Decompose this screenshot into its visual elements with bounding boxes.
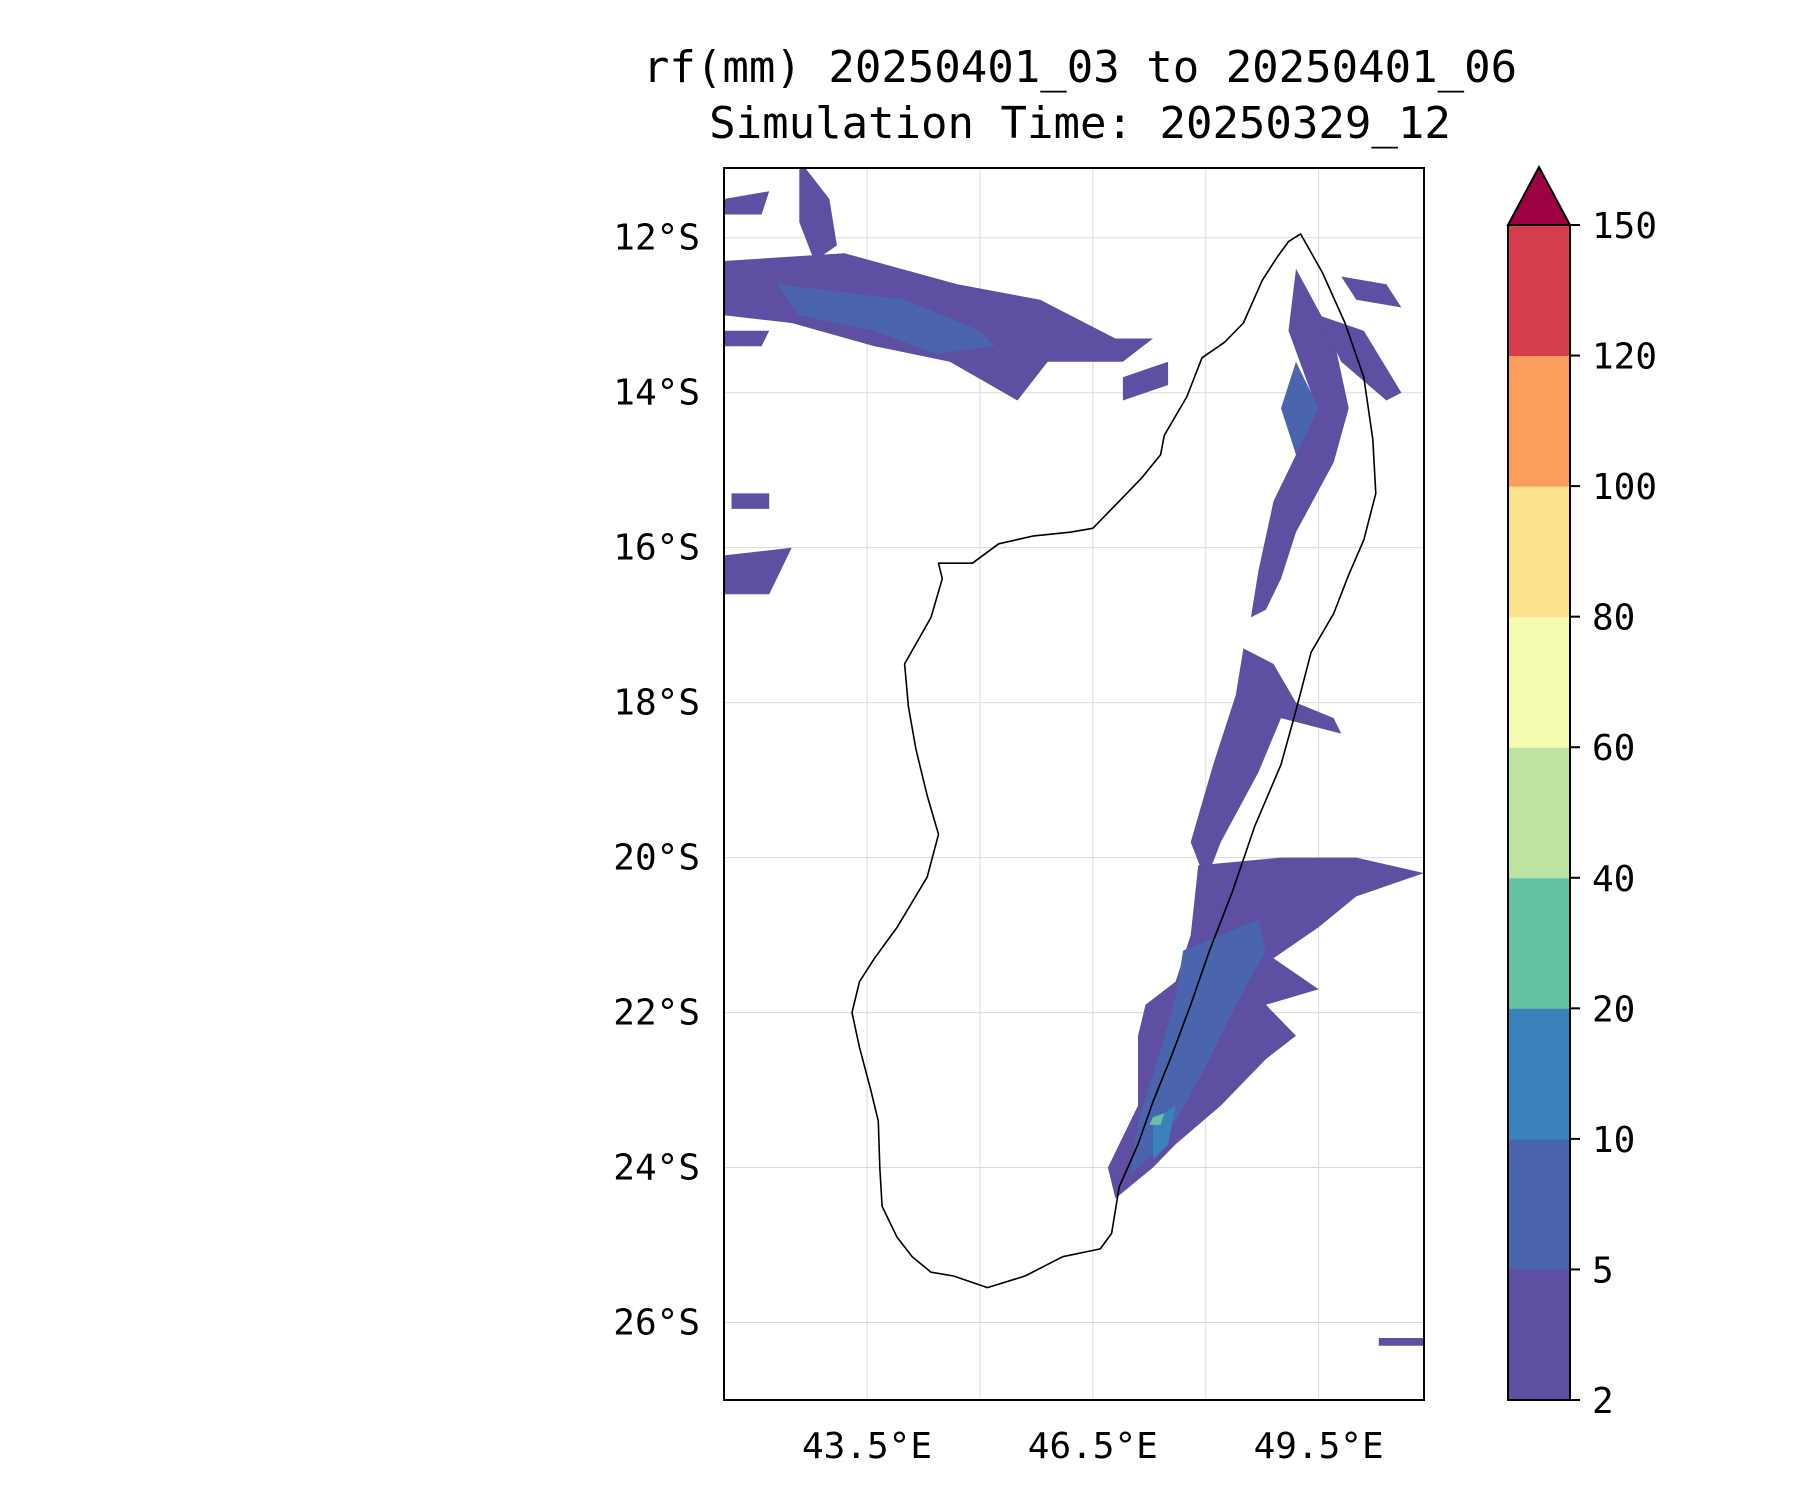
title-line-2: Simulation Time: 20250329_12: [709, 98, 1451, 149]
map-panel: 43.5°E 46.5°E 49.5°E 12°S 14°S 16°S 18°S 20°S 2…: [613, 167, 1425, 1467]
colorbar-tick-label: 5: [1592, 1250, 1614, 1291]
rainfall-contours: [724, 168, 1424, 1346]
colorbar-tick-label: 80: [1592, 598, 1635, 639]
rainfall-area-2mm: [731, 493, 770, 509]
lat-tick-label: 20°S: [613, 838, 700, 879]
rainfall-area-20mm: [1149, 1113, 1165, 1125]
title: rf(mm) 20250401_03 to 20250401_06 Simula…: [643, 42, 1517, 149]
colorbar-band: [1508, 877, 1570, 1009]
colorbar-band: [1508, 486, 1570, 618]
colorbar-band: [1508, 1138, 1570, 1270]
colorbar-band: [1508, 616, 1570, 748]
rainfall-area-5mm: [1130, 919, 1266, 1176]
rainfall-area-5mm: [1281, 361, 1319, 455]
colorbar-tick-label: 120: [1592, 337, 1657, 378]
lon-tick-label: 49.5°E: [1254, 1426, 1384, 1467]
rainfall-area-2mm: [1190, 648, 1342, 881]
colorbar-tick-label: 40: [1592, 859, 1635, 900]
rainfall-area-2mm: [724, 547, 792, 595]
colorbar-tick-label: 10: [1592, 1120, 1635, 1161]
colorbar-band: [1508, 1269, 1570, 1401]
colorbar-bands: [1508, 225, 1570, 1401]
rainfall-area-2mm: [1341, 276, 1402, 308]
colorbar: 2 5 10 20 40 60 80 100 120 150: [1506, 164, 1657, 1422]
colorbar-tick-labels: 2 5 10 20 40 60 80 100 120 150: [1570, 206, 1657, 1422]
lat-tick-label: 16°S: [613, 528, 700, 569]
colorbar-tick-label: 2: [1592, 1381, 1614, 1422]
lon-tick-label: 43.5°E: [802, 1426, 932, 1467]
rainfall-area-2mm: [1318, 315, 1402, 401]
colorbar-band: [1508, 1008, 1570, 1140]
coastline: [851, 233, 1377, 1289]
rainfall-area-2mm: [1107, 857, 1424, 1199]
rainfall-area-5mm: [776, 284, 995, 354]
colorbar-tick-label: 100: [1592, 467, 1657, 508]
colorbar-extend-triangle: [1506, 164, 1572, 226]
lat-tick-label: 18°S: [613, 683, 700, 724]
colorbar-tick-label: 150: [1592, 206, 1657, 247]
rainfall-area-2mm: [799, 168, 837, 261]
lat-tick-label: 22°S: [613, 993, 700, 1034]
colorbar-band: [1508, 355, 1570, 487]
colorbar-band: [1508, 747, 1570, 879]
title-line-1: rf(mm) 20250401_03 to 20250401_06: [643, 42, 1517, 93]
madagascar-coastline: [851, 233, 1377, 1289]
rainfall-area-2mm: [1378, 1338, 1424, 1346]
rainfall-area-2mm: [1122, 361, 1169, 401]
colorbar-tick-label: 20: [1592, 989, 1635, 1030]
rainfall-area-2mm: [724, 191, 770, 215]
map-frame: [723, 167, 1425, 1401]
lat-tick-label: 14°S: [613, 373, 700, 414]
lat-tick-label: 24°S: [613, 1148, 700, 1189]
rainfall-area-2mm: [724, 330, 770, 347]
colorbar-tick-label: 60: [1592, 728, 1635, 769]
lat-tick-label: 26°S: [613, 1303, 700, 1344]
colorbar-band: [1508, 225, 1570, 357]
longitude-tick-labels: 43.5°E 46.5°E 49.5°E: [802, 1426, 1384, 1467]
lat-tick-label: 12°S: [613, 218, 700, 259]
lon-tick-label: 46.5°E: [1028, 1426, 1158, 1467]
latitude-tick-labels: 12°S 14°S 16°S 18°S 20°S 22°S 24°S 26°S: [613, 218, 700, 1344]
colorbar-frame: [1507, 224, 1571, 1401]
